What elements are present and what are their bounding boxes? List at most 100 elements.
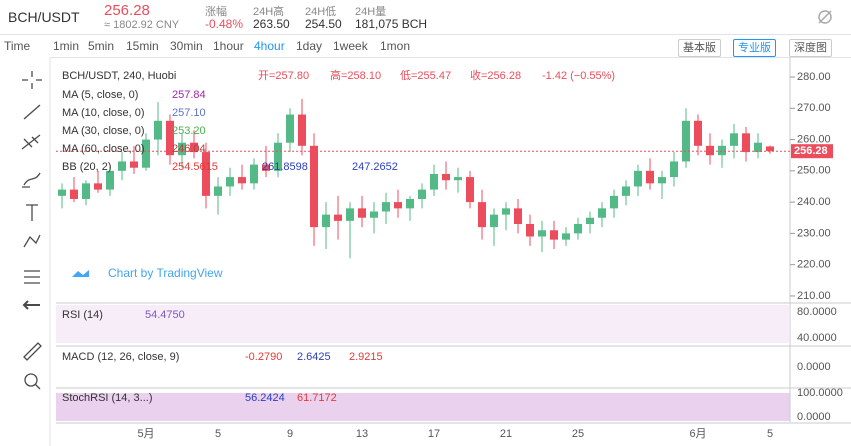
- legend-high: 高=258.10: [330, 68, 381, 82]
- vol-label: 24H量: [355, 6, 387, 18]
- y-tick-label: 280.00: [797, 71, 831, 83]
- volume: 181,075 BCH: [355, 17, 428, 31]
- last-price-label: 256.28: [794, 145, 828, 157]
- candle-body: [694, 120, 702, 146]
- candle-body: [610, 195, 618, 209]
- drawing-tools[interactable]: [21, 71, 42, 390]
- x-tick-label: 13: [356, 428, 368, 440]
- indicator-value: 254.5615: [172, 161, 218, 173]
- candle-body: [226, 177, 234, 187]
- chart: Chart by TradingView BCH/USDT, 240, Huob…: [0, 57, 851, 446]
- low: 254.50: [305, 17, 342, 31]
- candle-body: [310, 145, 318, 228]
- candle-body: [682, 120, 690, 162]
- candle-body: [370, 211, 378, 218]
- candle-body: [478, 202, 486, 228]
- interval-button[interactable]: 1day: [296, 39, 323, 53]
- candle-body: [382, 202, 390, 212]
- view-button[interactable]: 专业版: [733, 39, 776, 57]
- candle-body: [154, 120, 162, 140]
- indicator-name: MA (5, close, 0): [62, 89, 138, 101]
- interval-button[interactable]: 30min: [170, 39, 203, 53]
- candle-body: [298, 114, 306, 146]
- candle-body: [58, 189, 66, 196]
- candle-body: [766, 146, 774, 152]
- candle-body: [430, 173, 438, 190]
- candle-body: [94, 183, 102, 190]
- interval-button[interactable]: 1hour: [213, 39, 244, 53]
- high-label: 24H高: [253, 6, 285, 18]
- toolbar: Time 1min 5min 15min 30min 1hour 4hour 1day 1wee…: [0, 35, 851, 58]
- candle-body: [526, 224, 534, 237]
- change: -0.48%: [205, 17, 244, 31]
- high: 263.50: [253, 17, 290, 31]
- last-price-box: [791, 144, 833, 159]
- panel-tick-label: 80.0000: [797, 306, 837, 318]
- y-tick-label: 220.00: [797, 259, 831, 271]
- indicator-value: 246.04: [172, 143, 206, 155]
- price-pane: [56, 62, 790, 300]
- candle-body: [322, 214, 330, 228]
- x-tick-label: 9: [287, 428, 293, 440]
- indicator-value: 257.10: [172, 107, 206, 119]
- candle-body: [334, 214, 342, 221]
- candle-body: [274, 142, 282, 171]
- hide-icon[interactable]: [816, 8, 834, 26]
- candle-body: [238, 177, 246, 184]
- panel-name: MACD (12, 26, close, 9): [62, 351, 179, 363]
- candle-body: [586, 217, 594, 225]
- panel-name: StochRSI (14, 3...): [62, 392, 152, 404]
- legend-low: 低=255.47: [400, 69, 451, 82]
- interval-button[interactable]: 1min: [53, 39, 80, 53]
- candle-body: [502, 208, 510, 215]
- panel-tick-label: 40.0000: [797, 332, 837, 344]
- legend-title: BCH/USDT, 240, Huobi: [62, 70, 176, 82]
- candle-body: [754, 142, 762, 153]
- y-tick-label: 270.00: [797, 102, 831, 114]
- indicator-name: MA (60, close, 0): [62, 143, 145, 155]
- interval-button[interactable]: 4hour: [254, 39, 285, 53]
- panel-value: 61.7172: [297, 392, 337, 404]
- candle-body: [130, 161, 138, 168]
- stoch-pane: [56, 393, 790, 421]
- y-tick-label: 240.00: [797, 196, 831, 208]
- view-button[interactable]: 深度图: [789, 39, 832, 57]
- x-tick-label: 25: [572, 428, 584, 440]
- x-tick-label: 5: [767, 428, 773, 440]
- interval-button[interactable]: 15min: [126, 39, 159, 53]
- ticker-bar: BCH/USDT 256.28 ≈ 1802.92 CNY 涨幅 -0.48% …: [0, 0, 851, 35]
- indicator-name: BB (20, 2): [62, 161, 112, 173]
- candle-body: [166, 120, 174, 156]
- candle-body: [598, 208, 606, 218]
- candle-body: [118, 161, 126, 171]
- legend-open: 开=257.80: [258, 70, 309, 82]
- watermark: Chart by TradingView: [108, 266, 223, 280]
- low-label: 24H低: [305, 6, 337, 18]
- indicator-value: 261.8598: [262, 161, 308, 173]
- candle-body: [214, 186, 222, 196]
- candle-body: [658, 177, 666, 184]
- y-tick-label: 230.00: [797, 227, 831, 239]
- interval-button[interactable]: 5min: [88, 39, 115, 53]
- candle-body: [742, 133, 750, 153]
- interval-button[interactable]: 1mon: [380, 39, 411, 53]
- candle-body: [646, 170, 654, 184]
- watermark-logo: [72, 270, 89, 277]
- candle-body: [634, 170, 642, 187]
- candle-body: [706, 145, 714, 156]
- interval-button[interactable]: Time: [4, 39, 31, 53]
- candle-body: [490, 214, 498, 228]
- interval-button[interactable]: 1week: [333, 39, 368, 53]
- candle-body: [442, 173, 450, 181]
- panel-value: 54.4750: [145, 309, 185, 321]
- candle-body: [202, 152, 210, 196]
- cny: ≈ 1802.92 CNY: [104, 19, 180, 31]
- panel-tick-label: 0.0000: [797, 361, 831, 373]
- x-tick-label: 5: [215, 428, 221, 440]
- indicator-value: 247.2652: [352, 161, 398, 173]
- x-tick-label: 17: [428, 428, 440, 440]
- drawing-toolbar: [0, 57, 50, 446]
- candle-body: [286, 114, 294, 143]
- view-button[interactable]: 基本版: [678, 39, 721, 57]
- candle-body: [550, 230, 558, 240]
